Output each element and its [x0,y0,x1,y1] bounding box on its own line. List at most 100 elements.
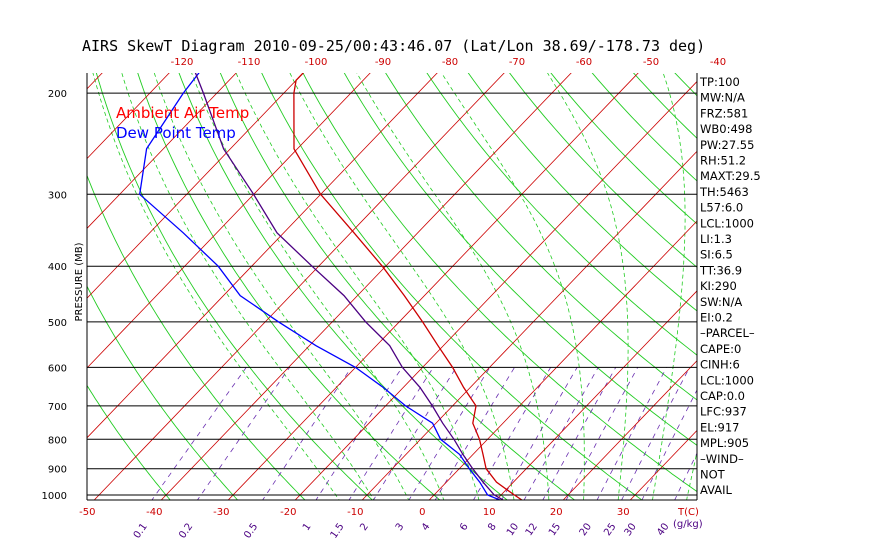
stat-item: RH:51.2 [700,154,746,168]
sounding-series [139,73,523,500]
stat-item: TH:5463 [699,185,749,199]
moist-adiabat-line [441,73,585,500]
dry-adiabat-line [674,73,697,97]
stat-item: EL:917 [700,420,740,434]
stat-item: EI:0.2 [700,311,733,325]
mixing-ratio-line [348,367,434,500]
dry-adiabat-line [426,73,697,356]
mixing-ratio-line [565,367,639,500]
dry-adiabat-line [814,0,870,514]
top-temp-tick-label: -100 [305,57,328,68]
moist-adiabat-line [121,73,375,500]
mixing-ratio-label: 3 [394,521,407,533]
mixing-ratio-line [542,367,617,500]
pressure-tick-labels: 1002003004005006007008009001000 [42,89,67,502]
stat-item: CAP:0.0 [700,389,745,403]
dry-adiabat-line [781,0,870,514]
mixing-ratio-label: 12 [524,521,540,538]
isotherm-line [0,0,236,514]
stat-item: LCL:1000 [700,216,754,230]
mixing-unit-label: (g/kg) [673,519,703,530]
stat-item: MPL:905 [700,436,749,450]
moist-adiabat-line [289,73,515,500]
isotherm-line [87,73,371,369]
mixing-ratio-line [621,367,690,500]
dry-adiabat-line [87,384,171,500]
moist-adiabats [92,73,697,500]
dry-adiabat-line [846,0,870,514]
pressure-tick-label: 900 [48,465,67,476]
mixing-ratio-line [472,367,551,500]
stat-item: FRZ:581 [700,106,748,120]
mixing-ratio-label: 0.5 [242,521,260,540]
pressure-tick-label: 500 [48,318,67,329]
stat-item: MW:N/A [700,91,745,105]
stat-item: LCL:1000 [700,373,754,387]
mixing-ratio-label: 2 [358,521,371,533]
isotherm-line [0,0,35,514]
top-temp-tick-label: -70 [509,57,525,68]
stat-item: LFC:937 [700,405,747,419]
mixing-ratio-line [641,389,697,500]
isotherm-line [294,80,697,500]
moist-adiabat-line [92,73,340,500]
stat-item: –WIND– [700,452,744,466]
pressure-tick-label: 300 [48,190,67,201]
bottom-temp-tick-label: 0 [419,507,425,518]
mixing-ratio-line [434,367,515,500]
mixing-ratio-label: 6 [458,521,471,533]
chart-title: AIRS SkewT Diagram 2010-09-25/00:43:46.0… [82,37,705,55]
mixing-ratio-label: 25 [602,521,618,538]
pressure-tick-label: 800 [48,435,67,446]
bottom-temp-tick-labels: -50 -40 -30 -20 -10 0 10 20 30 [79,507,630,518]
mixing-ratio-label: 20 [578,521,594,538]
isotherm-line [160,73,572,500]
moist-adiabat-line [652,73,686,500]
dry-adiabat-line [87,174,306,500]
isotherm-line [361,150,697,500]
mixing-ratio-label: 0.2 [177,521,195,540]
pressure-tick-label: 700 [48,402,67,413]
dry-adiabat-line [550,73,697,225]
mixing-ratio-line [372,367,457,500]
y-axis-label: PRESSURE (MB) [74,242,85,321]
dew-point-temp-line [139,73,500,500]
isotherm-line [87,73,103,90]
dry-adiabat-line [509,73,697,268]
mixing-ratio-label: 10 [505,521,521,538]
isotherm-line [495,290,697,500]
dry-adiabat-line [343,73,697,446]
top-temp-tick-label: -90 [375,57,391,68]
mixing-ratio-line [523,367,599,500]
mixing-ratio-label: 1 [301,521,314,533]
top-temp-tick-label: -80 [442,57,458,68]
stat-item: WB0:498 [700,122,752,136]
isotherm-line [87,73,438,439]
isotherm-line [818,0,870,514]
bottom-temp-tick-label: 10 [483,507,496,518]
plot-area [0,0,870,514]
top-temp-tick-label: -60 [576,57,592,68]
stat-item: PW:27.55 [700,138,754,152]
mixing-ratio-label: 4 [420,521,433,533]
mixing-ratio-label: 30 [623,521,639,538]
isotherm-line [428,220,697,500]
stat-item: NOT [700,468,726,482]
mixing-ratio-line [262,367,352,500]
mixing-ratio-line [501,367,578,500]
stat-item: CAPE:0 [700,342,741,356]
top-temp-tick-label: -50 [643,57,659,68]
dry-adiabat-line [261,73,643,500]
isotherm-line [87,73,304,299]
mixing-ratio-label: 8 [486,521,499,533]
legend-ambient-air-temp: Ambient Air Temp [116,104,249,122]
top-temp-tick-labels: -120 -110 -100 -90 -80 -70 -60 -50 -40 [171,57,727,68]
isotherm-line [751,0,870,514]
dry-adiabat-line [137,73,441,500]
dry-adiabat-line [95,73,374,500]
bottom-temp-tick-label: 30 [617,507,630,518]
bottom-temp-tick-label: -20 [280,507,296,518]
pressure-tick-label: 1000 [42,491,67,502]
mixing-ratio-line [196,367,290,500]
